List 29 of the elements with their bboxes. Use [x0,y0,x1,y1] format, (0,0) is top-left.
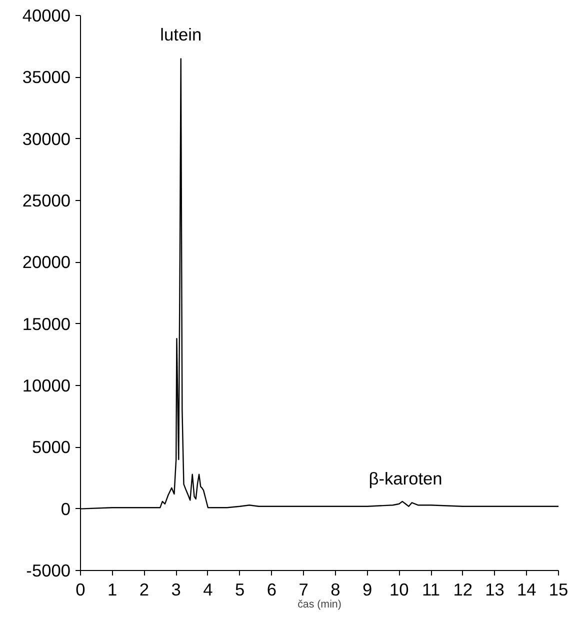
y-tick-label: 0 [60,498,71,519]
y-tick-label: 5000 [32,437,71,458]
x-tick-label: 7 [298,580,308,600]
y-tick-label: 15000 [22,314,70,334]
x-tick-label: 2 [139,580,150,600]
x-tick-label: 1 [108,580,118,600]
x-tick-label: 3 [171,580,181,600]
x-tick-label: 14 [516,580,537,600]
y-tick-label: -5000 [26,560,71,580]
y-tick-label: 30000 [22,128,70,149]
x-tick-label: 15 [548,580,568,600]
x-tick-label: 8 [330,580,340,600]
x-tick-label: 6 [266,580,277,600]
y-tick-label: 10000 [22,376,70,396]
annotation: lutein [160,24,202,45]
y-tick-label: 20000 [22,252,70,272]
x-tick-label: 13 [485,580,504,600]
x-tick-label: 0 [76,580,86,600]
y-tick-label: 40000 [22,6,70,26]
x-tick-label: 12 [453,580,473,600]
x-axis-title: čas (min) [298,598,342,610]
x-tick-label: 10 [390,580,409,600]
x-tick-label: 11 [422,580,440,600]
y-tick-label: 25000 [22,190,70,210]
annotation: β-karoten [368,468,442,489]
x-tick-label: 9 [362,580,372,600]
y-tick-label: 35000 [22,67,70,88]
x-tick-label: 4 [203,580,214,600]
x-tick-label: 5 [235,580,245,600]
